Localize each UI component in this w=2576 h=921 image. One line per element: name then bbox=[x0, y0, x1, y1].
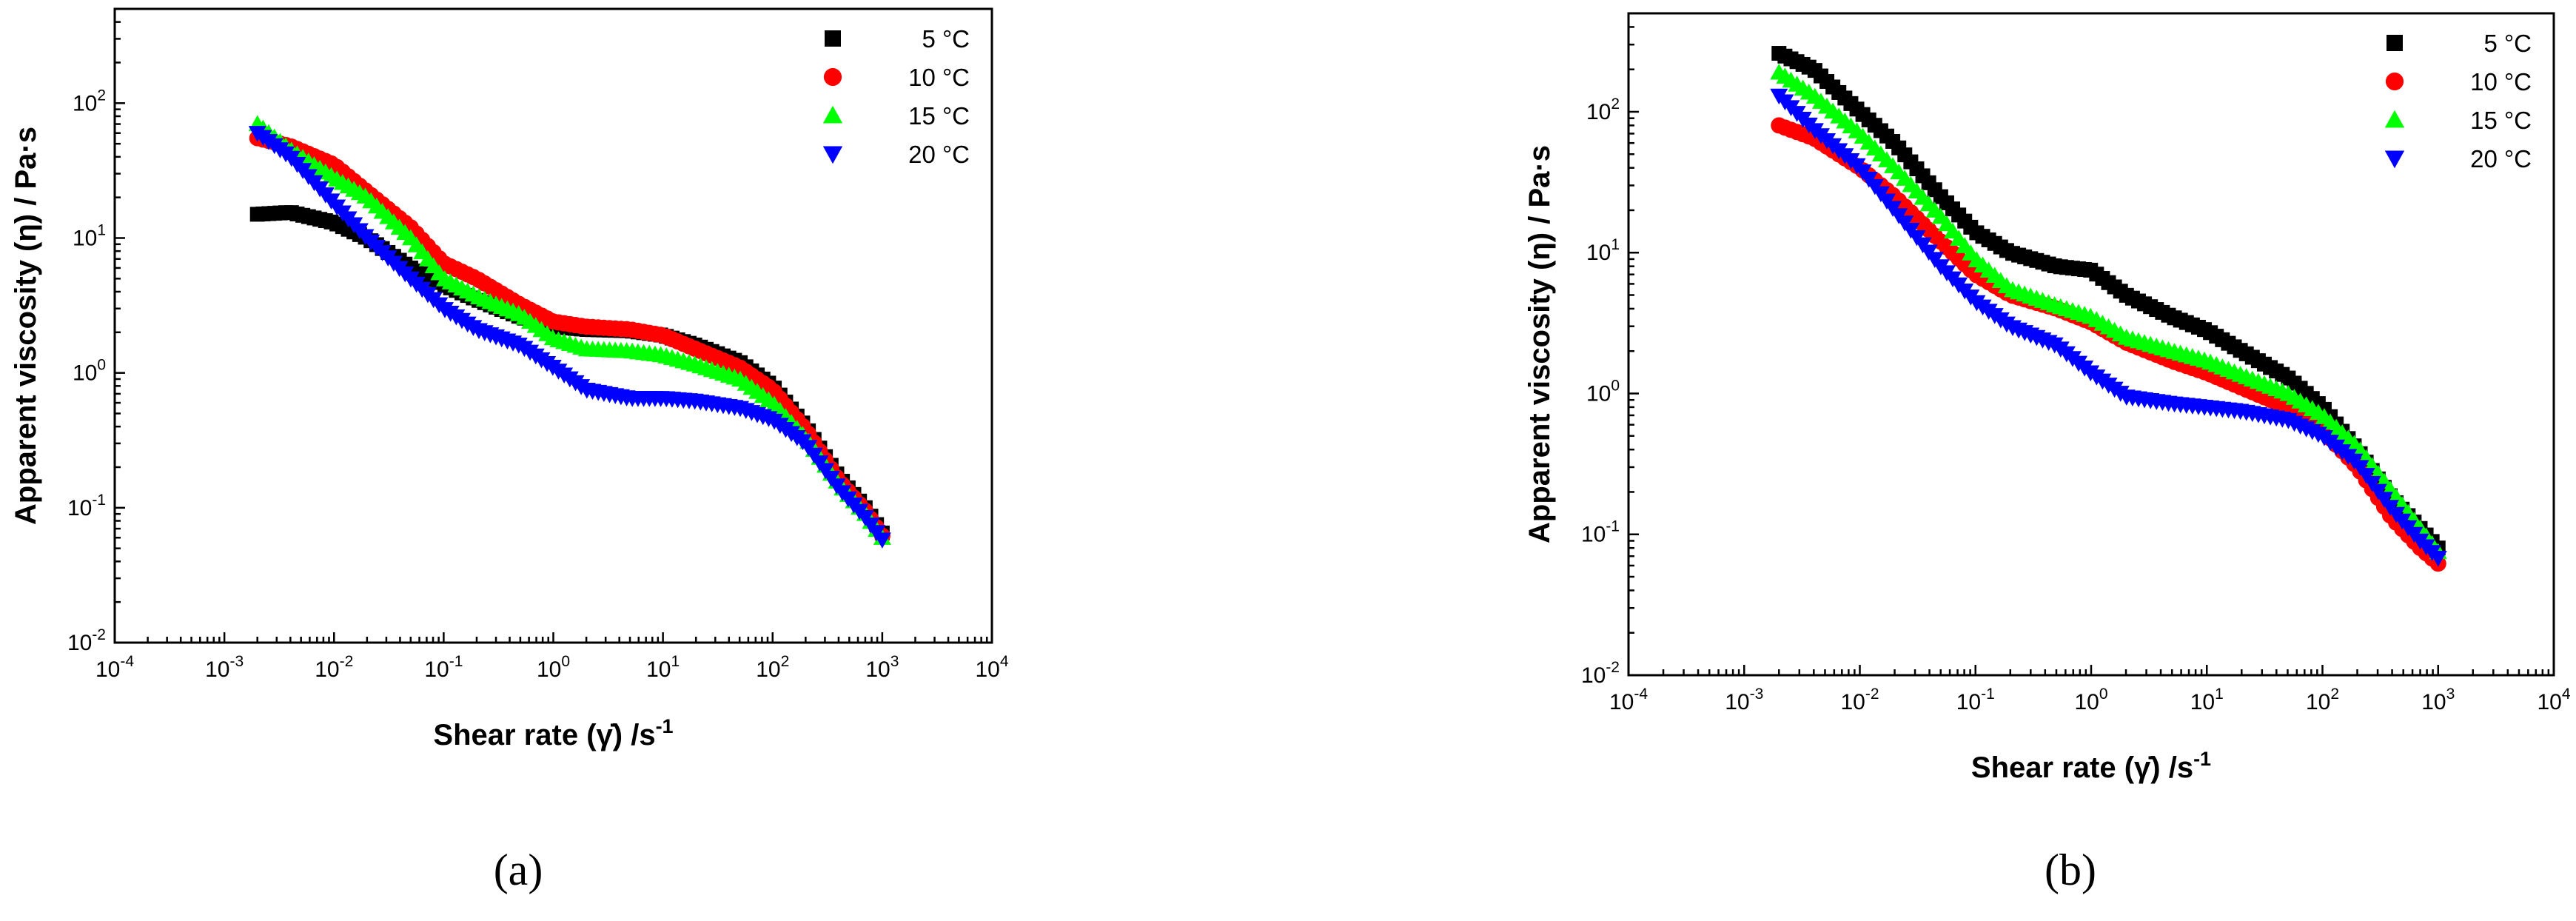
legend-label: 20 °C bbox=[908, 141, 970, 168]
legend-label: 10 °C bbox=[2470, 68, 2532, 96]
x-tick-label: 104 bbox=[975, 653, 1008, 682]
y-tick-label: 101 bbox=[1586, 236, 1620, 265]
legend-marker bbox=[822, 105, 843, 124]
y-tick-label: 10-1 bbox=[67, 492, 106, 520]
x-tick-label: 10-2 bbox=[1840, 686, 1879, 714]
x-tick-label: 102 bbox=[756, 653, 789, 682]
y-axis-ticks bbox=[1629, 12, 1639, 677]
x-tick-label: 10-3 bbox=[205, 653, 244, 682]
y-tick-label: 100 bbox=[73, 357, 106, 386]
chart-panel-b: 10-4 10-3 10-2 10-1 100 101 102 103 104 10-2 10-1 1… bbox=[1523, 12, 2571, 894]
panel-label: (a) bbox=[494, 845, 543, 894]
x-tick-label: 100 bbox=[2074, 686, 2107, 714]
legend-marker bbox=[823, 67, 842, 87]
legend: 5 °C 10 °C 15 °C 20 °C bbox=[822, 25, 970, 168]
legend-marker bbox=[2384, 110, 2405, 128]
y-tick-label: 100 bbox=[1586, 377, 1620, 406]
legend-marker bbox=[2387, 35, 2403, 51]
x-tick-label: 10-4 bbox=[95, 653, 134, 682]
legend-label: 10 °C bbox=[908, 64, 970, 91]
x-axis-ticks bbox=[1627, 665, 2555, 675]
x-tick-label: 100 bbox=[537, 653, 570, 682]
y-axis-ticks bbox=[115, 7, 125, 644]
y-axis-title: Apparent viscosity (η) / Pa·s bbox=[1523, 145, 1556, 543]
series-20C bbox=[248, 126, 891, 549]
y-tick-label: 10-2 bbox=[67, 626, 106, 655]
legend-marker bbox=[2385, 72, 2404, 91]
y-axis-title: Apparent viscosity (η) / Pa·s bbox=[10, 127, 42, 525]
series-5C bbox=[1771, 46, 2446, 556]
legend-label: 5 °C bbox=[922, 25, 970, 53]
legend-marker bbox=[825, 30, 841, 47]
plot-frame bbox=[1627, 12, 2555, 677]
legend-label: 15 °C bbox=[2470, 107, 2532, 134]
legend-marker bbox=[2384, 150, 2405, 169]
panel-label: (b) bbox=[2045, 845, 2096, 894]
data-point bbox=[873, 532, 891, 549]
x-axis-title: Shear rate (γ̇) /s-1 bbox=[433, 715, 673, 751]
x-axis-title: Shear rate (γ̇) /s-1 bbox=[1971, 748, 2211, 784]
y-tick-label: 10-2 bbox=[1581, 659, 1620, 688]
y-tick-label: 102 bbox=[73, 87, 106, 115]
legend: 5 °C 10 °C 15 °C 20 °C bbox=[2384, 30, 2532, 173]
x-tick-label: 10-1 bbox=[1956, 686, 1995, 714]
legend-label: 5 °C bbox=[2483, 30, 2532, 57]
x-tick-label: 10-2 bbox=[315, 653, 353, 682]
x-tick-label: 103 bbox=[2421, 686, 2455, 714]
x-tick-label: 10-1 bbox=[424, 653, 463, 682]
chart-panel-a: 10-4 10-3 10-2 10-1 100 101 102 103 104 10-2 10-1 1… bbox=[10, 7, 1009, 894]
x-tick-label: 104 bbox=[2537, 686, 2570, 714]
x-tick-label: 103 bbox=[865, 653, 899, 682]
legend-label: 15 °C bbox=[908, 102, 970, 130]
y-tick-label: 102 bbox=[1586, 96, 1620, 124]
series-20C bbox=[1770, 88, 2447, 567]
data-point bbox=[2429, 551, 2447, 567]
series-15C bbox=[1770, 63, 2447, 560]
y-tick-label: 10-1 bbox=[1581, 518, 1620, 547]
x-tick-label: 101 bbox=[2190, 686, 2224, 714]
x-tick-label: 10-4 bbox=[1609, 686, 1648, 714]
x-tick-label: 102 bbox=[2306, 686, 2339, 714]
x-axis-ticks bbox=[113, 632, 993, 643]
x-tick-label: 101 bbox=[646, 653, 680, 682]
legend-marker bbox=[822, 146, 843, 164]
x-tick-label: 10-3 bbox=[1725, 686, 1763, 714]
legend-label: 20 °C bbox=[2470, 145, 2532, 173]
y-tick-label: 101 bbox=[73, 221, 106, 250]
